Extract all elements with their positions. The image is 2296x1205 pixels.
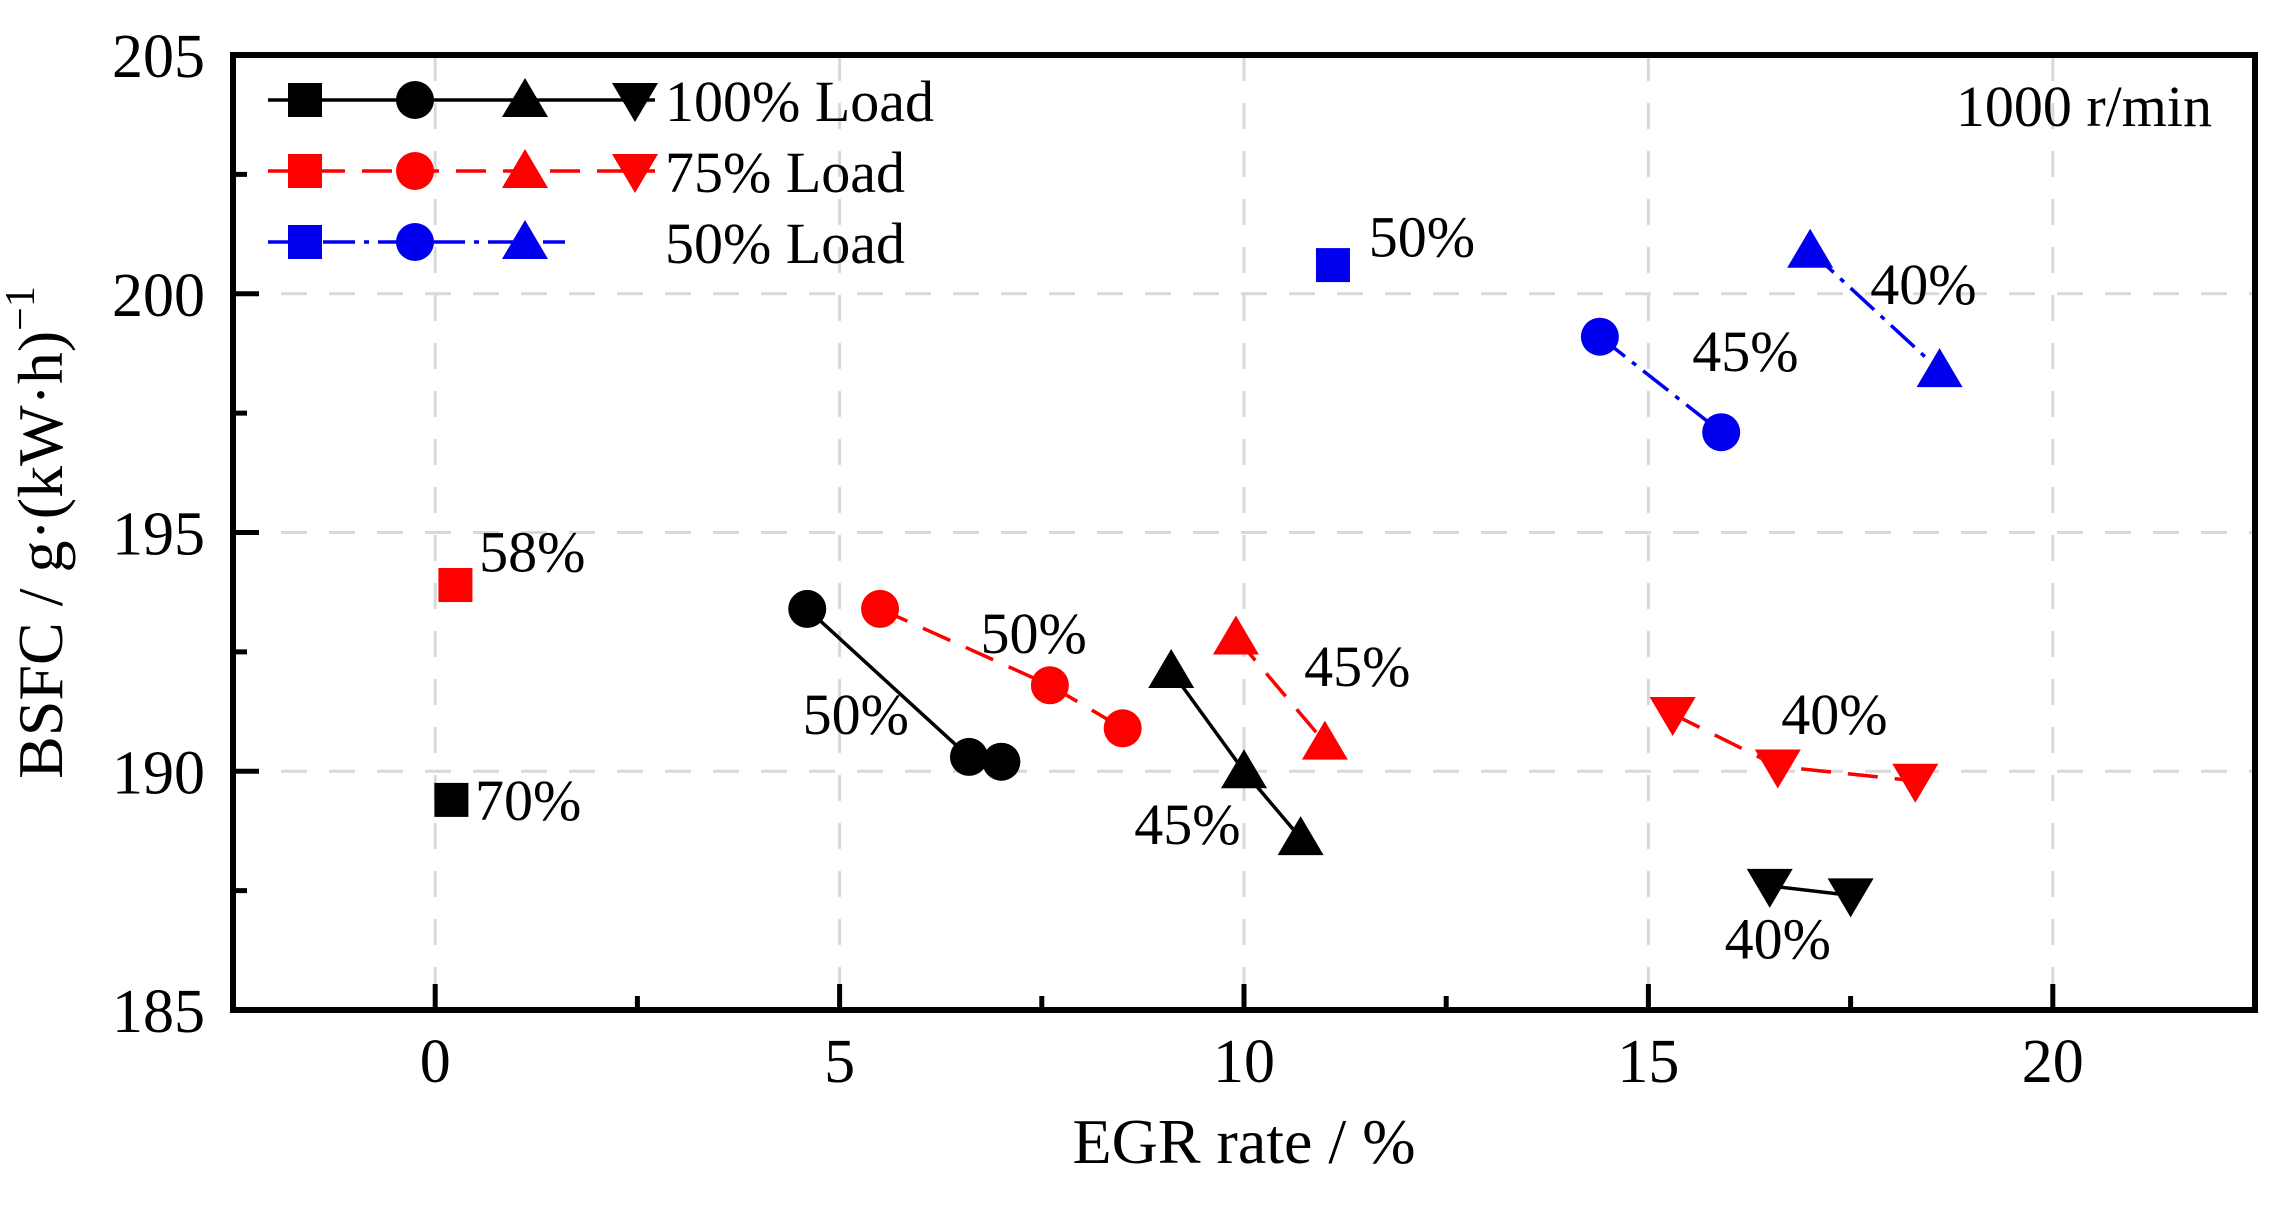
100-load-circle-marker bbox=[982, 742, 1021, 781]
75-load-triangle-down-marker bbox=[1754, 749, 1801, 789]
75-load-circle-marker bbox=[1103, 709, 1142, 748]
x-axis-title: EGR rate / % bbox=[1073, 1106, 1416, 1177]
engine-speed-annotation: 1000 r/min bbox=[1956, 74, 2212, 139]
legend-label-75-load: 75% Load bbox=[665, 140, 905, 205]
100-load-triangle-down-marker bbox=[1827, 878, 1874, 918]
50-load-egr-valve-annotation: 45% bbox=[1692, 319, 1798, 384]
100-load-triangle-up-marker bbox=[1277, 816, 1324, 856]
75-load-circle-marker bbox=[1030, 666, 1069, 705]
100-load-triangle-down-marker bbox=[1746, 868, 1793, 908]
75-load-egr-valve-annotation: 45% bbox=[1304, 634, 1410, 699]
y-axis-title: BSFC / g·(kW·h)−1 bbox=[0, 286, 76, 779]
100-load-egr-valve-annotation: 70% bbox=[475, 768, 581, 833]
legend-100-load-circle-marker bbox=[396, 81, 434, 119]
100-load-circle-marker bbox=[950, 737, 989, 776]
75-load-egr-valve-annotation: 50% bbox=[981, 601, 1087, 666]
legend-50-load-circle-marker bbox=[396, 223, 434, 261]
100-load-egr-valve-annotation: 40% bbox=[1725, 906, 1831, 971]
y-tick-label: 190 bbox=[112, 739, 205, 807]
75-load-triangle-up-marker bbox=[1212, 615, 1259, 655]
50-load-egr-valve-annotation: 50% bbox=[1369, 204, 1475, 269]
legend-50-load-square-marker bbox=[288, 225, 322, 259]
legend-100-load-triangle-down-marker bbox=[612, 83, 658, 122]
100-load-square-marker bbox=[434, 782, 469, 817]
legend-75-load-circle-marker bbox=[396, 152, 434, 190]
x-tick-label: 20 bbox=[2022, 1028, 2084, 1096]
100-load-egr-valve-annotation: 50% bbox=[803, 682, 909, 747]
legend-100-load-triangle-up-marker bbox=[502, 78, 548, 117]
plot-frame bbox=[230, 52, 2258, 1013]
legend-75-load-triangle-down-marker bbox=[612, 154, 658, 193]
x-tick-label: 10 bbox=[1213, 1028, 1275, 1096]
50-load-circle-marker bbox=[1580, 317, 1619, 356]
legend-75-load-triangle-up-marker bbox=[502, 149, 548, 188]
75-load-triangle-down-marker bbox=[1649, 696, 1696, 736]
legend-50-load-triangle-up-marker bbox=[502, 220, 548, 259]
50-load-square-marker bbox=[1315, 248, 1350, 283]
50-load-triangle-up-marker bbox=[1916, 348, 1963, 388]
legend-100-load-square-marker bbox=[288, 83, 322, 117]
x-tick-label: 5 bbox=[824, 1028, 855, 1096]
50-load-triangle-up-marker bbox=[1787, 228, 1834, 268]
legend-label-100-load: 100% Load bbox=[665, 69, 934, 134]
legend-75-load-square-marker bbox=[288, 154, 322, 188]
75-load-line bbox=[879, 607, 1124, 730]
50-load-circle-marker bbox=[1702, 413, 1741, 452]
75-load-line bbox=[1234, 636, 1327, 744]
50-load-line bbox=[1598, 335, 1723, 434]
y-tick-label: 195 bbox=[112, 501, 205, 569]
75-load-egr-valve-annotation: 40% bbox=[1781, 682, 1887, 747]
75-load-egr-valve-annotation: 58% bbox=[479, 520, 585, 585]
75-load-triangle-up-marker bbox=[1301, 720, 1348, 760]
50-load-egr-valve-annotation: 40% bbox=[1870, 252, 1976, 317]
y-tick-label: 185 bbox=[112, 978, 205, 1046]
legend-label-50-load: 50% Load bbox=[665, 211, 905, 276]
100-load-triangle-up-marker bbox=[1221, 749, 1267, 789]
75-load-circle-marker bbox=[861, 589, 900, 628]
x-tick-label: 15 bbox=[1617, 1028, 1679, 1096]
50-load-line bbox=[1808, 249, 1941, 372]
100-load-triangle-up-marker bbox=[1148, 648, 1195, 688]
x-tick-label: 0 bbox=[420, 1028, 451, 1096]
100-load-circle-marker bbox=[788, 589, 827, 628]
y-tick-label: 205 bbox=[112, 23, 205, 91]
75-load-square-marker bbox=[438, 568, 473, 603]
y-tick-label: 200 bbox=[112, 262, 205, 330]
100-load-egr-valve-annotation: 45% bbox=[1134, 792, 1240, 857]
75-load-triangle-down-marker bbox=[1892, 763, 1939, 803]
